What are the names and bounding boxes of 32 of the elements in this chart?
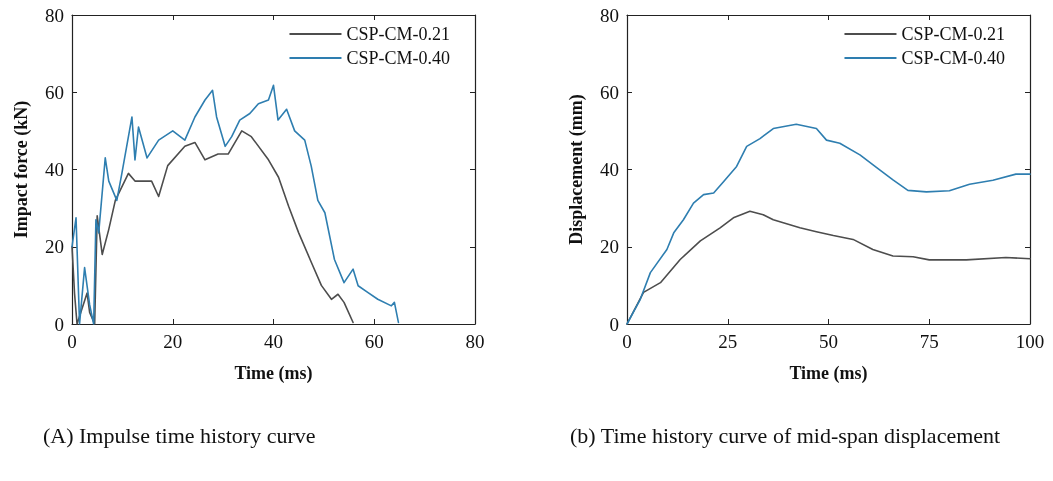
x-tick-label: 80 [465, 331, 485, 352]
x-tick-label: 75 [919, 331, 939, 352]
legend-label: CSP-CM-0.40 [346, 48, 450, 68]
x-tick-label: 0 [622, 331, 632, 352]
legend-label: CSP-CM-0.40 [901, 48, 1005, 68]
y-tick-label: 0 [54, 313, 64, 335]
x-tick-label: 60 [364, 331, 384, 352]
y-axis-title: Impact force (kN) [11, 100, 32, 239]
y-tick-label: 60 [45, 81, 64, 103]
x-axis-title: Time (ms) [789, 363, 868, 384]
x-tick-label: 100 [1015, 331, 1045, 352]
x-axis-title: Time (ms) [234, 363, 313, 384]
line-series [71, 84, 400, 325]
y-tick-label: 40 [600, 159, 619, 180]
legend-label: CSP-CM-0.21 [346, 24, 450, 44]
x-tick-label: 0 [67, 331, 77, 352]
x-tick-label: 20 [163, 331, 183, 352]
y-axis-title: Displacement (mm) [566, 94, 587, 245]
y-tick-label: 20 [45, 236, 64, 258]
x-tick-label: 40 [264, 331, 283, 352]
x-tick-label: 50 [819, 331, 838, 352]
y-tick-label: 0 [609, 313, 619, 335]
legend-label: CSP-CM-0.21 [901, 24, 1005, 44]
y-tick-label: 80 [600, 4, 619, 26]
y-tick-label: 40 [45, 159, 64, 180]
line-series [71, 130, 354, 325]
y-tick-label: 20 [600, 236, 619, 258]
text: (b) Time history curve of mid-span displacement [570, 422, 1001, 448]
y-tick-label: 60 [600, 81, 619, 103]
text: (A) Impulse time history curve [43, 422, 316, 448]
x-tick-label: 25 [718, 331, 738, 352]
y-tick-label: 80 [45, 4, 64, 26]
